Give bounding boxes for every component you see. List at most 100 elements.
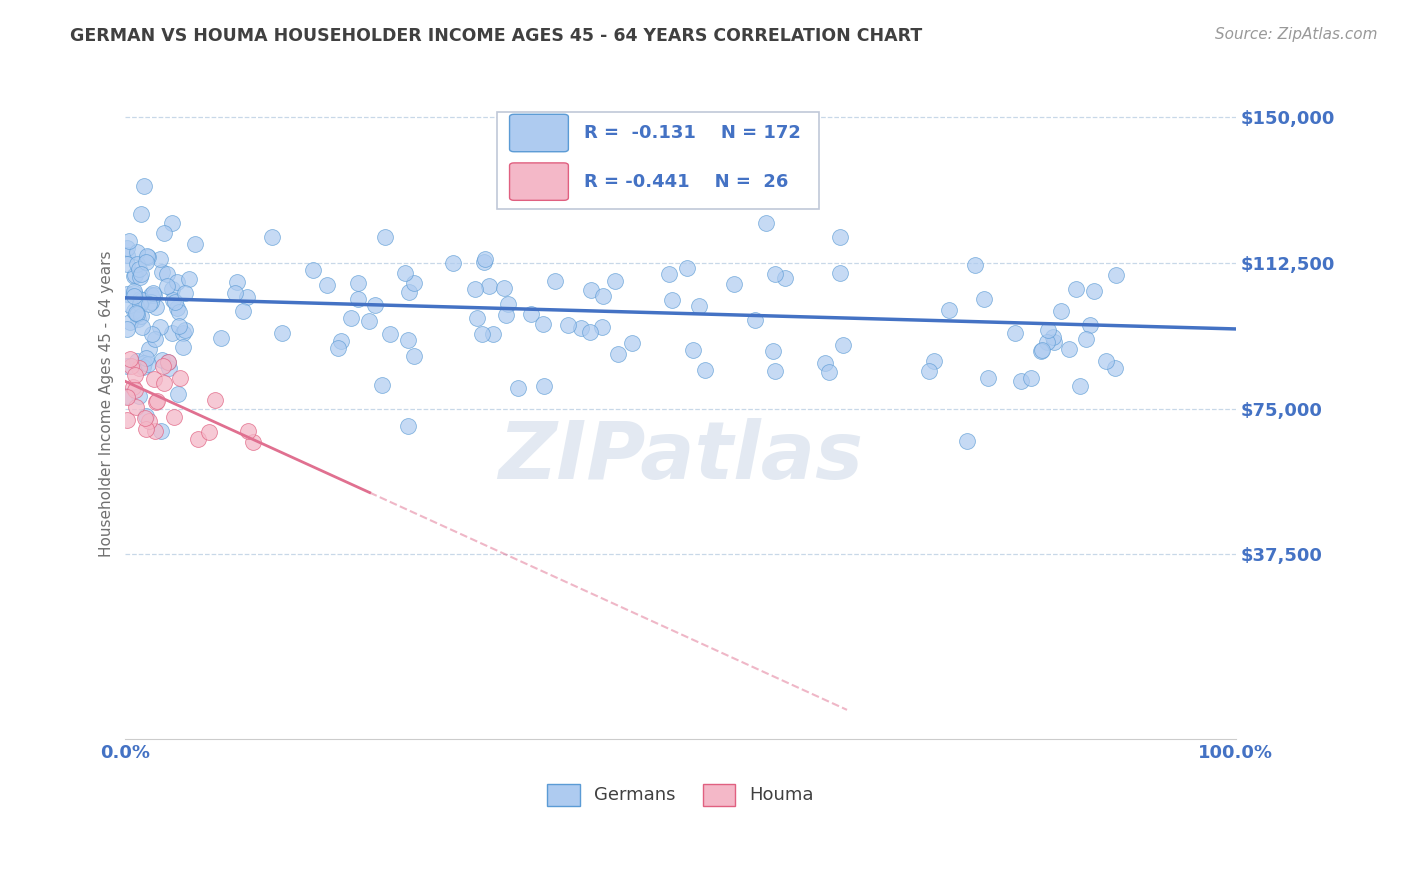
Point <box>242 434 264 449</box>
Point <box>131 293 153 308</box>
Point <box>1105 268 1128 282</box>
Point <box>817 365 839 379</box>
Point <box>128 294 150 309</box>
Point <box>149 424 172 438</box>
Point <box>157 361 180 376</box>
Point <box>128 296 150 310</box>
Text: Source: ZipAtlas.com: Source: ZipAtlas.com <box>1215 27 1378 42</box>
Point <box>138 414 160 428</box>
Point <box>973 292 995 306</box>
Point <box>330 334 353 349</box>
Point <box>1036 323 1059 337</box>
Point <box>607 347 630 361</box>
Point <box>918 364 941 378</box>
Point <box>143 424 166 438</box>
Point <box>138 357 160 371</box>
Point <box>152 226 174 240</box>
Point <box>131 319 153 334</box>
Point <box>184 236 207 251</box>
Point <box>117 234 139 248</box>
Point <box>134 356 156 370</box>
Point <box>173 285 195 300</box>
Point <box>124 268 146 282</box>
Point <box>482 326 505 341</box>
Point <box>533 378 555 392</box>
Point <box>1104 360 1126 375</box>
Point <box>394 266 416 280</box>
Point <box>1004 326 1026 340</box>
Y-axis label: Householder Income Ages 45 - 64 years: Householder Income Ages 45 - 64 years <box>100 251 114 557</box>
Point <box>145 332 167 346</box>
Point <box>163 409 186 424</box>
Point <box>723 277 745 291</box>
Point <box>441 256 464 270</box>
Point <box>129 310 152 324</box>
Point <box>520 307 543 321</box>
Point <box>508 381 530 395</box>
Point <box>830 266 852 280</box>
Point <box>128 360 150 375</box>
Point <box>145 394 167 409</box>
Point <box>115 287 138 301</box>
Text: GERMAN VS HOUMA HOUSEHOLDER INCOME AGES 45 - 64 YEARS CORRELATION CHART: GERMAN VS HOUMA HOUSEHOLDER INCOME AGES … <box>70 27 922 45</box>
Point <box>145 395 167 409</box>
Point <box>1078 318 1101 333</box>
Point <box>1036 335 1059 350</box>
Point <box>1069 378 1091 392</box>
Point <box>236 290 259 304</box>
Point <box>396 333 419 347</box>
FancyBboxPatch shape <box>509 163 568 201</box>
Point <box>118 352 141 367</box>
Point <box>129 267 152 281</box>
Point <box>136 250 159 264</box>
Point <box>142 372 165 386</box>
Point <box>160 326 183 340</box>
Point <box>124 306 146 320</box>
Point <box>226 276 249 290</box>
Point <box>150 353 173 368</box>
Point <box>135 422 157 436</box>
FancyBboxPatch shape <box>498 112 820 210</box>
Point <box>167 318 190 333</box>
Point <box>620 335 643 350</box>
Point <box>115 241 138 255</box>
Point <box>763 267 786 281</box>
Point <box>775 270 797 285</box>
Point <box>1050 304 1073 318</box>
Point <box>125 400 148 414</box>
Point <box>122 289 145 303</box>
Point <box>346 276 368 290</box>
Point <box>605 274 627 288</box>
Point <box>814 356 837 370</box>
Point <box>471 327 494 342</box>
Point <box>197 425 219 439</box>
Point <box>592 289 614 303</box>
Point <box>963 259 986 273</box>
Point <box>830 229 852 244</box>
Point <box>134 411 156 425</box>
Point <box>167 387 190 401</box>
Point <box>165 294 187 309</box>
Point <box>478 278 501 293</box>
Point <box>371 378 394 392</box>
Point <box>474 252 496 267</box>
Point <box>209 331 232 345</box>
Point <box>569 320 592 334</box>
Point <box>142 285 165 300</box>
Point <box>125 245 148 260</box>
Point <box>162 293 184 307</box>
Point <box>465 311 488 326</box>
Point <box>495 309 517 323</box>
Point <box>492 281 515 295</box>
Point <box>153 376 176 390</box>
Point <box>115 248 138 262</box>
Point <box>152 359 174 373</box>
Point <box>136 249 159 263</box>
Point <box>172 340 194 354</box>
Point <box>156 279 179 293</box>
Point <box>498 297 520 311</box>
Point <box>1083 285 1105 299</box>
Point <box>125 307 148 321</box>
Point <box>124 368 146 383</box>
Point <box>581 284 603 298</box>
